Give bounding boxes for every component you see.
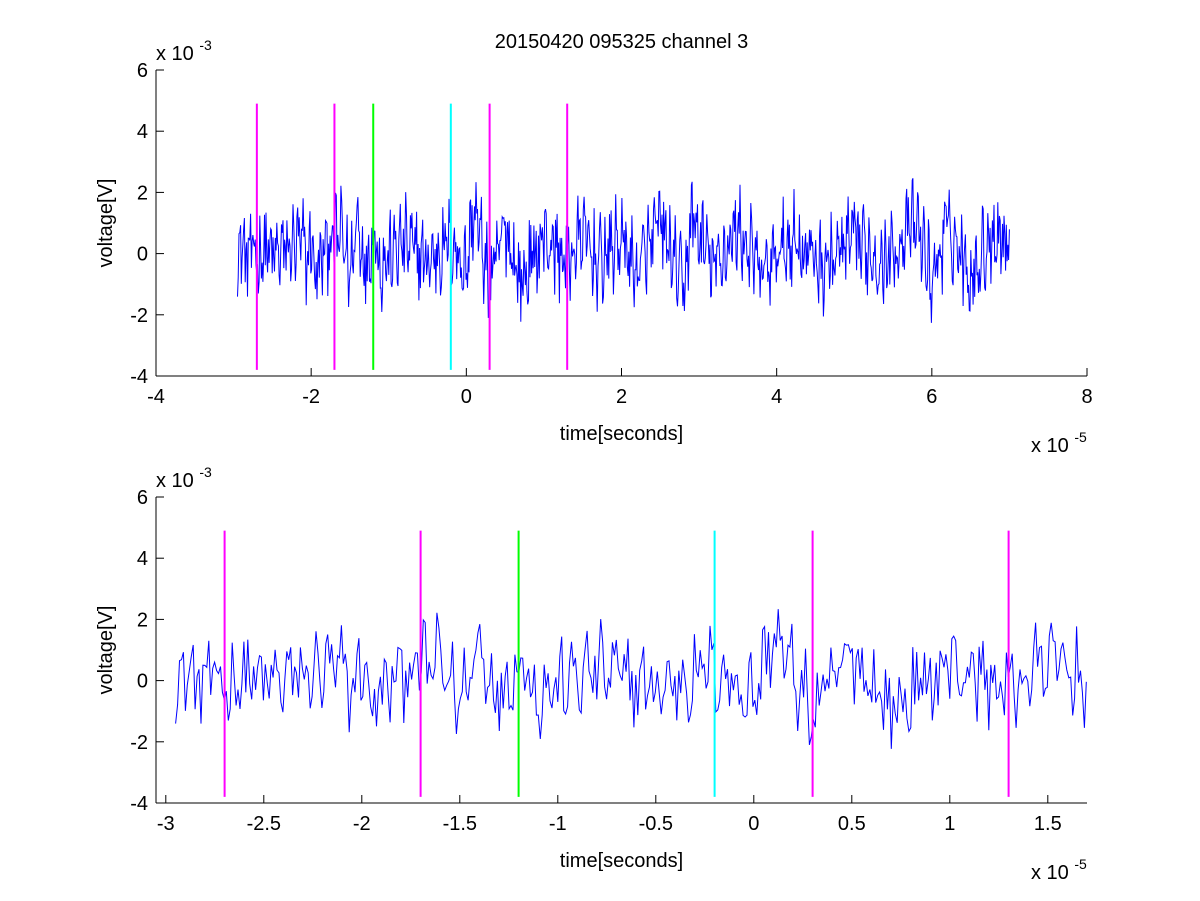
x-tick-label: 0 xyxy=(461,386,472,408)
x-tick-label: 0 xyxy=(748,813,759,835)
x-tick-label: -4 xyxy=(147,386,165,408)
y-axis-label: voltage[V] xyxy=(95,606,117,695)
x-tick-label: -3 xyxy=(157,813,175,835)
y-tick-label: 2 xyxy=(137,609,148,631)
x-axis-label: time[seconds] xyxy=(560,850,683,872)
x-tick-label: 1 xyxy=(944,813,955,835)
y-tick-label: -4 xyxy=(130,793,148,815)
x-exponent-label: x 10 -5 xyxy=(1031,429,1087,457)
x-tick-label: 6 xyxy=(926,386,937,408)
x-exponent-label: x 10 -5 xyxy=(1031,856,1087,884)
x-axis-label: time[seconds] xyxy=(560,423,683,445)
y-axis-label: voltage[V] xyxy=(95,179,117,268)
y-tick-label: -2 xyxy=(130,305,148,327)
x-tick-label: 8 xyxy=(1081,386,1092,408)
x-tick-label: -0.5 xyxy=(639,813,673,835)
y-tick-label: 0 xyxy=(137,671,148,693)
top-subplot: 20150420 095325 channel 3 -4 -2 0 2 4 6 8 -4 -2 0 2… xyxy=(95,31,1093,457)
x-tick-label: 2 xyxy=(616,386,627,408)
x-tick-label: 0.5 xyxy=(838,813,866,835)
y-tick-label: 2 xyxy=(137,182,148,204)
y-tick-label: 4 xyxy=(137,121,148,143)
y-exponent-label: x 10 -3 xyxy=(156,37,212,65)
chart-title: 20150420 095325 channel 3 xyxy=(495,31,749,53)
y-exponent-label: x 10 -3 xyxy=(156,464,212,492)
y-tick-label: 0 xyxy=(137,244,148,266)
x-tick-label: 4 xyxy=(771,386,782,408)
x-tick-label: -2.5 xyxy=(247,813,281,835)
y-exponent-power: -3 xyxy=(199,37,212,53)
x-tick-label: -1.5 xyxy=(443,813,477,835)
bottom-subplot: -3 -2.5 -2 -1.5 -1 -0.5 0 0.5 1 1.5 -4 -2 0 2 4 6 time[s… xyxy=(95,464,1087,884)
signal-series xyxy=(238,178,1010,323)
y-tick-label: 6 xyxy=(137,487,148,509)
x-tick-label: -2 xyxy=(353,813,371,835)
x-tick-label: 1.5 xyxy=(1034,813,1062,835)
y-tick-label: 4 xyxy=(137,548,148,570)
x-exponent-power: -5 xyxy=(1074,856,1087,872)
x-tick-label: -2 xyxy=(302,386,320,408)
signal-series xyxy=(176,609,1087,749)
y-tick-label: -4 xyxy=(130,366,148,388)
x-exponent-power: -5 xyxy=(1074,429,1087,445)
y-tick-label: -2 xyxy=(130,732,148,754)
y-exponent-power: -3 xyxy=(199,464,212,480)
y-tick-label: 6 xyxy=(137,60,148,82)
x-tick-label: -1 xyxy=(549,813,567,835)
